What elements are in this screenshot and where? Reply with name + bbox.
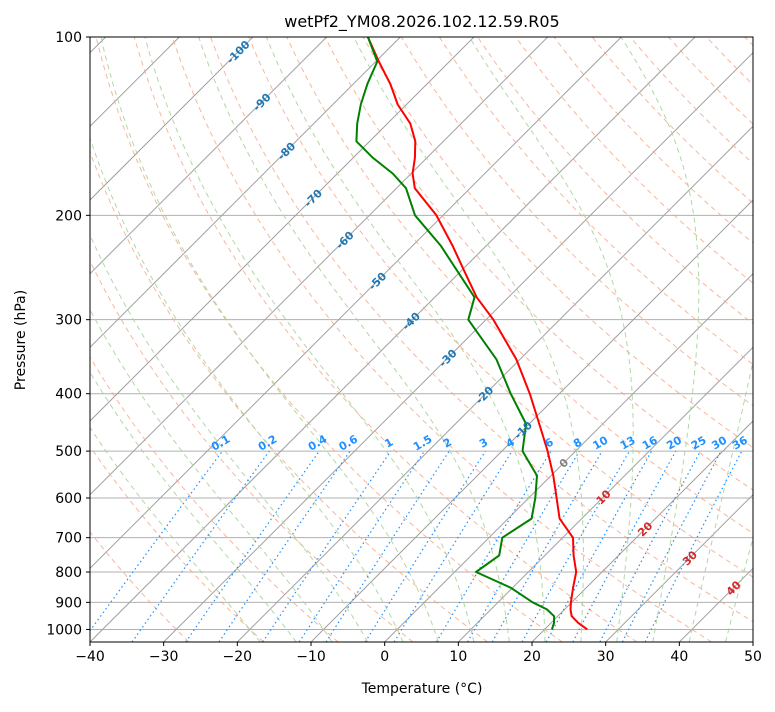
moist-adiabat-line bbox=[469, 37, 633, 642]
mixing-ratio-line bbox=[82, 451, 223, 642]
moist-adiabat-line bbox=[4, 37, 332, 642]
mixing-ratio-label: 0.2 bbox=[256, 433, 279, 454]
mixing-ratio-label: 16 bbox=[640, 433, 660, 452]
dry-adiabat-line bbox=[668, 37, 775, 642]
mixing-ratio-label: 25 bbox=[689, 434, 709, 453]
y-tick-label: 1000 bbox=[46, 622, 82, 638]
mixing-ratio-label: 20 bbox=[664, 433, 684, 452]
mixing-ratio-line bbox=[645, 451, 742, 642]
x-tick-label: −20 bbox=[223, 649, 253, 665]
mixing-ratio-label: 8 bbox=[571, 436, 584, 451]
isotherm-line bbox=[0, 37, 327, 642]
x-tick-label: 50 bbox=[744, 649, 762, 665]
dry-adiabat-line bbox=[478, 37, 775, 642]
y-axis-label: Pressure (hPa) bbox=[13, 290, 29, 390]
x-tick-label: 40 bbox=[670, 649, 688, 665]
isotherm-label: -100 bbox=[224, 38, 253, 67]
dry-adiabat-line bbox=[20, 37, 413, 642]
x-tick-label: 10 bbox=[449, 649, 467, 665]
mixing-ratio-label: 1.5 bbox=[411, 433, 434, 454]
mixing-ratio-label: 0.6 bbox=[337, 432, 361, 453]
moist-adiabat-line bbox=[726, 37, 775, 642]
isotherm-line bbox=[164, 37, 769, 642]
x-tick-label: 20 bbox=[523, 649, 541, 665]
y-tick-label: 100 bbox=[55, 30, 82, 46]
mixing-ratio-line bbox=[263, 451, 391, 642]
mixing-ratio-line bbox=[365, 451, 485, 642]
mixing-ratio-line bbox=[573, 451, 676, 642]
mixing-ratio-label: 13 bbox=[618, 434, 638, 453]
dry-adiabat-line bbox=[0, 37, 264, 642]
dry-adiabat-line bbox=[592, 37, 775, 642]
mixing-ratio-label: 3 bbox=[477, 436, 490, 451]
mixing-ratio-label: 36 bbox=[730, 433, 750, 452]
chart-title: wetPf2_YM08.2026.102.12.59.R05 bbox=[284, 12, 559, 32]
x-tick-label: −30 bbox=[149, 649, 179, 665]
y-tick-label: 200 bbox=[55, 208, 82, 224]
mixing-ratio-line bbox=[299, 451, 424, 642]
x-tick-label: −10 bbox=[296, 649, 326, 665]
y-tick-label: 500 bbox=[55, 444, 82, 460]
isotherm-line bbox=[385, 37, 775, 642]
moist-adiabat-line bbox=[0, 37, 260, 642]
isotherm-line bbox=[90, 37, 695, 642]
mixing-ratio-label: 30 bbox=[709, 433, 729, 452]
y-tick-label: 400 bbox=[55, 387, 82, 403]
isotherm-line bbox=[0, 37, 474, 642]
mixing-ratio-line bbox=[394, 451, 512, 642]
y-tick-label: 700 bbox=[55, 531, 82, 547]
moist-adiabat-line bbox=[32, 37, 367, 642]
isotherm-line bbox=[753, 37, 775, 642]
moist-adiabat-line bbox=[0, 37, 296, 642]
isotherm-label: -80 bbox=[275, 139, 298, 162]
dry-adiabat-line bbox=[134, 37, 637, 642]
isotherm-line bbox=[237, 37, 775, 642]
moist-adiabat-line bbox=[689, 37, 775, 642]
dry-adiabat-line bbox=[0, 37, 338, 642]
x-tick-label: 30 bbox=[597, 649, 615, 665]
mixing-ratio-label: 0.4 bbox=[306, 432, 330, 453]
moist-adiabat-line bbox=[101, 37, 439, 642]
x-tick-label: 0 bbox=[380, 649, 389, 665]
x-axis-label: Temperature (°C) bbox=[361, 681, 483, 697]
dry-adiabat-line bbox=[707, 37, 775, 642]
mixing-ratio-line bbox=[600, 451, 701, 642]
dry-adiabat-line bbox=[439, 37, 775, 642]
mixing-ratio-line bbox=[326, 451, 449, 642]
y-tick-label: 900 bbox=[55, 595, 82, 611]
mixing-ratio-label: 1 bbox=[382, 436, 395, 451]
isotherm-line bbox=[532, 37, 775, 642]
dewpoint-profile-line bbox=[356, 37, 554, 629]
y-tick-label: 300 bbox=[55, 313, 82, 329]
mixing-ratio-label: 6 bbox=[543, 435, 556, 450]
dry-adiabat-line bbox=[554, 37, 775, 642]
moist-adiabat-line bbox=[64, 37, 403, 642]
mixing-ratio-line bbox=[546, 451, 651, 642]
isotherm-line bbox=[16, 37, 621, 642]
y-tick-label: 600 bbox=[55, 491, 82, 507]
dry-adiabat-line bbox=[516, 37, 775, 642]
mixing-ratio-line bbox=[522, 451, 629, 642]
x-tick-label: −40 bbox=[75, 649, 105, 665]
isotherm-line bbox=[0, 37, 400, 642]
dry-adiabat-line bbox=[58, 37, 488, 642]
y-tick-label: 800 bbox=[55, 565, 82, 581]
isotherm-line bbox=[0, 37, 253, 642]
mixing-ratio-label: 10 bbox=[591, 433, 611, 452]
mixing-ratio-label: 0.1 bbox=[209, 433, 232, 454]
